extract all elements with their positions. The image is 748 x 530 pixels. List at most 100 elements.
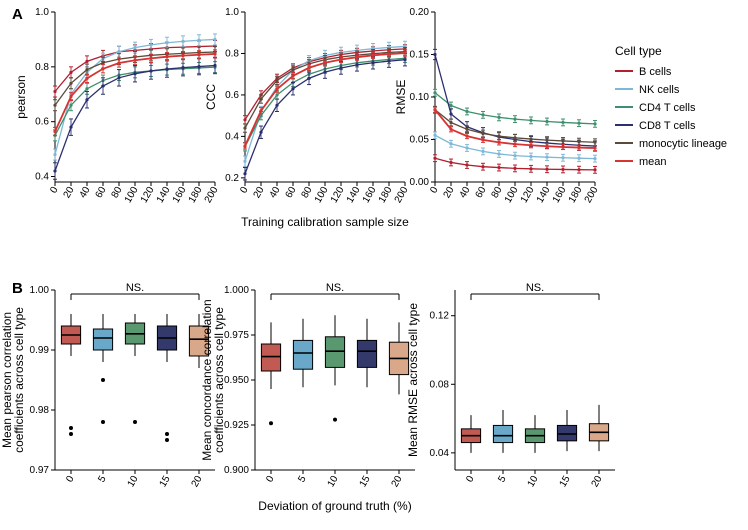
svg-text:60: 60 [284,185,299,201]
box-mpcc-5 [93,329,112,350]
legend-item-label: NK cells [639,84,680,96]
sig-label: NS. [126,282,144,294]
svg-text:40: 40 [458,185,473,201]
svg-text:100: 100 [123,185,141,205]
svg-text:140: 140 [535,185,553,205]
box-mrmse-5 [493,425,512,442]
svg-text:0.15: 0.15 [410,50,430,61]
svg-text:120: 120 [329,185,347,205]
panel-mrmse: 0.040.080.12Mean RMSE across cell type05… [406,282,615,489]
svg-text:0.925: 0.925 [224,420,249,431]
svg-text:0.975: 0.975 [224,330,249,341]
svg-text:0.950: 0.950 [224,375,249,386]
svg-text:0.99: 0.99 [30,345,50,356]
box-mrmse-15 [557,425,576,440]
svg-text:200: 200 [583,185,601,205]
panel-pearson: 0.4 0.6 0.8 1.0 020406080100120140160180200 p… [14,7,221,205]
figure-root: A B 0.40.60.81.0020406080100120140160180… [0,0,748,525]
box-mccc-15 [357,340,376,367]
sig-label: NS. [326,282,344,294]
panel-mpcc: 0.97 0.98 0.99 1.00 Mean pearson correlation… [0,282,215,489]
panel-mccc: 0.9000.9250.9500.9751.000Mean concordanc… [200,282,415,489]
svg-text:0: 0 [428,185,441,196]
box-mccc-10 [325,337,344,368]
svg-text:80: 80 [300,185,315,201]
svg-text:80: 80 [110,185,125,201]
svg-text:15: 15 [558,474,573,490]
svg-text:0.4: 0.4 [225,131,239,142]
svg-text:20: 20 [190,474,205,490]
legend-item-label: mean [639,156,667,168]
svg-text:40: 40 [78,185,93,201]
svg-text:RMSE: RMSE [394,80,408,115]
svg-text:0.8: 0.8 [35,62,49,73]
svg-text:20: 20 [590,474,605,490]
svg-text:160: 160 [361,185,379,205]
svg-text:0.4: 0.4 [35,172,49,183]
svg-text:0.10: 0.10 [410,92,430,103]
svg-text:0.00: 0.00 [410,177,430,188]
svg-text:0.20: 0.20 [410,7,430,18]
svg-text:5: 5 [96,474,109,485]
figure-svg: 0.40.60.81.0020406080100120140160180200p… [0,0,748,525]
svg-text:15: 15 [158,474,173,490]
svg-text:0.6: 0.6 [225,90,239,101]
svg-text:120: 120 [519,185,537,205]
legend: Cell typeB cellsNK cellsCD4 T cellsCD8 T… [615,44,727,168]
svg-text:0: 0 [264,474,277,485]
svg-text:1.0: 1.0 [35,7,49,18]
svg-text:160: 160 [171,185,189,205]
svg-text:20: 20 [62,185,77,201]
panel-ccc: 0.20.40.60.81.00204060801001201401601802… [204,7,411,205]
svg-text:10: 10 [526,474,541,490]
svg-text:pearson: pearson [14,75,28,118]
svg-text:140: 140 [345,185,363,205]
legend-title: Cell type [615,44,662,58]
legend-item-label: B cells [639,66,672,78]
legend-item-label: CD8 T cells [639,120,696,132]
panel-label-b: B [12,280,23,297]
svg-text:0.05: 0.05 [410,135,430,146]
svg-text:200: 200 [203,185,221,205]
svg-text:60: 60 [94,185,109,201]
svg-text:180: 180 [377,185,395,205]
svg-text:5: 5 [496,474,509,485]
svg-text:0: 0 [464,474,477,485]
svg-text:5: 5 [296,474,309,485]
svg-text:80: 80 [490,185,505,201]
svg-text:200: 200 [393,185,411,205]
svg-text:10: 10 [126,474,141,490]
svg-text:1.000: 1.000 [224,285,249,296]
svg-text:20: 20 [252,185,267,201]
svg-text:100: 100 [313,185,331,205]
svg-text:0: 0 [238,185,251,196]
svg-text:0.6: 0.6 [35,117,49,128]
svg-text:0: 0 [48,185,61,196]
svg-text:0.97: 0.97 [30,465,50,476]
svg-text:0.04: 0.04 [430,448,450,459]
svg-text:0.98: 0.98 [30,405,50,416]
svg-text:1.00: 1.00 [30,285,50,296]
svg-text:180: 180 [567,185,585,205]
svg-text:140: 140 [155,185,173,205]
sig-label: NS. [526,282,544,294]
svg-text:20: 20 [390,474,405,490]
svg-text:120: 120 [139,185,157,205]
svg-text:Mean RMSE across cell type: Mean RMSE across cell type [406,303,420,457]
panel-label-a: A [12,6,23,23]
svg-text:160: 160 [551,185,569,205]
svg-text:0: 0 [64,474,77,485]
svg-text:10: 10 [326,474,341,490]
svg-text:0.12: 0.12 [430,311,450,322]
svg-text:15: 15 [358,474,373,490]
legend-item-label: monocytic lineage [639,138,727,150]
svg-text:60: 60 [474,185,489,201]
box-mccc-5 [293,340,312,369]
svg-text:20: 20 [442,185,457,201]
svg-text:Mean pearson correlationcoeffi: Mean pearson correlationcoefficients acr… [0,307,26,453]
box-mccc-0 [261,344,280,371]
svg-text:0.2: 0.2 [225,173,239,184]
panel-rmse: 0.00 0.05 0.10 0.15 0.20 02040608010012014016… [394,7,601,205]
svg-text:100: 100 [503,185,521,205]
svg-text:180: 180 [187,185,205,205]
